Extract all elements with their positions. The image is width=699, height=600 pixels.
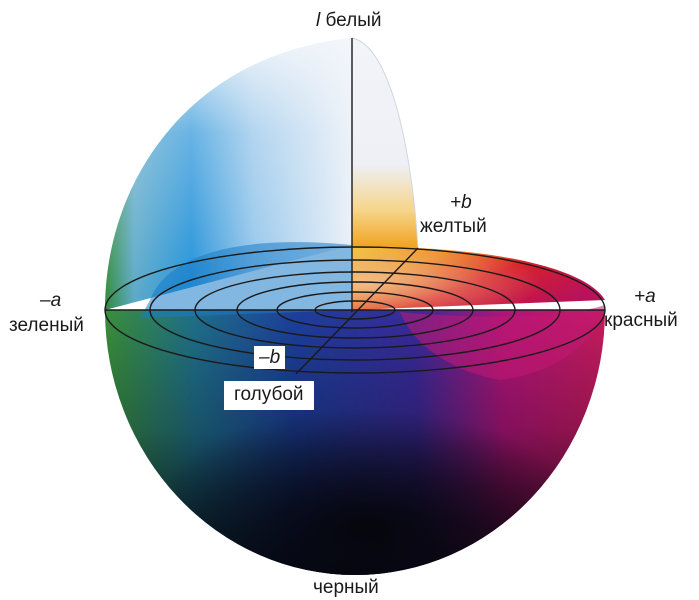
cut-slab: [352, 248, 605, 380]
b-axis: [295, 247, 419, 375]
cut-wall: [351, 37, 419, 249]
plus-b-label: +b: [450, 192, 472, 213]
plus-a-label: +a: [634, 286, 656, 307]
green-label: зеленый: [9, 315, 84, 336]
yellow-label: желтый: [420, 216, 487, 237]
minus-b-label: –b: [254, 346, 286, 369]
l-axis-letter: l: [316, 10, 321, 31]
upper-dome: [105, 38, 352, 318]
white-label: l белый: [316, 11, 381, 30]
red-label: красный: [604, 310, 678, 331]
cyan-label: голубой: [224, 381, 314, 410]
lower-hemisphere: [105, 310, 605, 575]
axes: [105, 38, 605, 375]
white-word: белый: [325, 10, 382, 31]
minus-a-label: –a: [40, 290, 62, 311]
black-label: черный: [313, 577, 379, 598]
